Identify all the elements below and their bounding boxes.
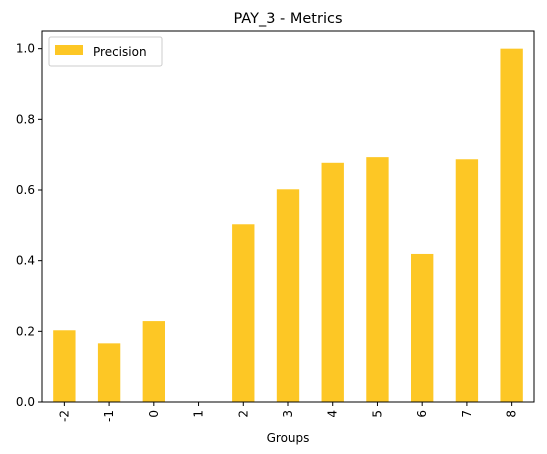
x-tick-label: -1 xyxy=(102,410,116,422)
bar-2 xyxy=(232,224,255,402)
x-tick-label: 0 xyxy=(147,410,161,418)
bar--2 xyxy=(53,330,76,402)
y-tick-label: 1.0 xyxy=(16,42,35,56)
bar-3 xyxy=(276,189,300,402)
y-tick-label: 0.4 xyxy=(16,254,35,268)
bar-5 xyxy=(366,157,389,402)
legend-label: Precision xyxy=(93,45,147,59)
y-tick-label: 0.0 xyxy=(16,395,35,409)
x-tick-label: 8 xyxy=(505,410,519,418)
y-tick-label: 0.6 xyxy=(16,183,35,197)
legend-box xyxy=(48,36,163,67)
x-tick-label: 1 xyxy=(192,410,206,418)
y-tick-label: 0.2 xyxy=(16,324,35,338)
bar-0 xyxy=(142,321,165,402)
legend-swatch xyxy=(55,45,83,55)
y-tick-label: 0.8 xyxy=(16,112,35,126)
bars-group xyxy=(53,48,523,403)
x-tick-label: 5 xyxy=(370,410,384,418)
x-tick-label: 7 xyxy=(460,410,474,418)
plot-frame xyxy=(41,30,535,403)
x-tick-label: 3 xyxy=(281,410,295,418)
x-tick-label: 2 xyxy=(236,410,250,418)
bar-7 xyxy=(455,159,479,402)
x-tick-label: -2 xyxy=(57,410,71,422)
x-tick-label: 4 xyxy=(326,410,340,418)
bar--1 xyxy=(97,343,121,402)
y-axis: 0.0 0.2 0.4 0.6 0.8 1.0 xyxy=(16,42,42,409)
bar-8 xyxy=(500,48,523,403)
x-axis: -2 -1 0 1 2 3 4 5 6 7 8 xyxy=(57,402,519,422)
chart-title: PAY_3 - Metrics xyxy=(233,11,342,27)
bar-6 xyxy=(411,253,434,402)
x-axis-label: Groups xyxy=(267,431,310,445)
x-tick-label: 6 xyxy=(415,410,429,418)
bar-4 xyxy=(321,162,344,402)
legend: Precision xyxy=(48,36,163,67)
